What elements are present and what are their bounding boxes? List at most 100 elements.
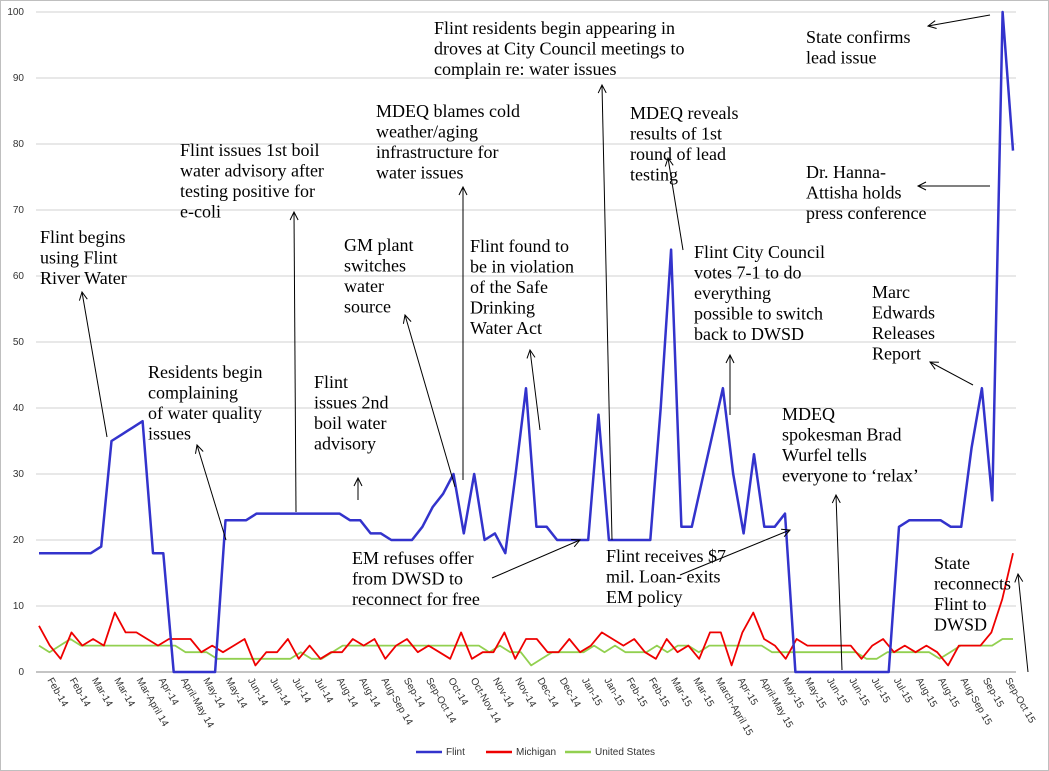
x-tick-label: Aug-15 [913, 676, 939, 710]
annotation-arrow [835, 494, 843, 671]
annotation-line: mil. Loan- exits [606, 567, 720, 587]
annotation-boil1: Flint issues 1st boil water advisory afte… [180, 140, 324, 222]
annotation-line: infrastructure for [376, 142, 498, 162]
series-line-michigan [38, 552, 1014, 667]
annotation-line: of the Safe [470, 277, 548, 297]
series-line-flint [39, 10, 1015, 674]
annotation-line: Report [872, 344, 921, 364]
annotation-line: spokesman Brad [782, 425, 901, 445]
x-tick-label: Aug-14 [356, 676, 382, 710]
arrow-head [725, 353, 735, 364]
annotation-line: results of 1st [630, 124, 722, 144]
annotation-flint-begins: Flint begins using Flint River Water [40, 227, 127, 288]
annotation-line: Flint City Council [694, 242, 825, 262]
annotation-arrow [601, 84, 613, 541]
annotation-line: reconnects [934, 574, 1011, 594]
annotation-line: State confirms [806, 27, 910, 47]
annotation-line: press conference [806, 203, 926, 223]
annotation-line: complain re: water issues [434, 59, 616, 79]
annotation-line: complaining [148, 383, 238, 403]
x-tick-label: Nov-14 [512, 676, 538, 710]
annotation-hanna: Dr. Hanna-Attisha holds press conference [806, 162, 926, 223]
arrow-head [916, 181, 927, 191]
annotation-line: water issues [376, 163, 463, 183]
annotation-line: MDEQ reveals [630, 103, 738, 123]
annotation-line: e-coli [180, 202, 221, 222]
annotation-line: Residents begin [148, 362, 263, 382]
annotation-line: River Water [40, 268, 127, 288]
annotation-line: issues [148, 424, 191, 444]
annotation-line: be in violation [470, 257, 574, 277]
annotation-line: source [344, 297, 391, 317]
annotation-line: MDEQ [782, 404, 835, 424]
arrow-head [831, 493, 841, 504]
annotation-line: everything [694, 283, 771, 303]
annotation-em-refuses: EM refuses offer from DWSD to reconnect fo… [352, 548, 480, 609]
annotation-line: using Flint [40, 248, 118, 268]
x-tick-label: Dec-14 [557, 676, 583, 710]
arrow-head [526, 348, 536, 359]
annotation-line: reconnect for free [352, 589, 480, 609]
arrow-head [195, 443, 204, 454]
arrow-head [781, 528, 792, 538]
annotation-line: issues 2nd [314, 393, 389, 413]
annotation-line: advisory [314, 434, 376, 454]
annotation-line: Flint found to [470, 236, 569, 256]
annotation-line: GM plant [344, 235, 414, 255]
annotation-line: Flint residents begin appearing in [434, 18, 675, 38]
arrow-head [289, 210, 299, 221]
annotation-line: round of lead [630, 144, 726, 164]
x-tick-label: Jun-14 [267, 676, 292, 708]
arrow-head [458, 185, 468, 196]
annotation-arrows [78, 14, 1029, 673]
x-tick-label: Mar-15 [668, 676, 694, 709]
annotation-state-confirms: State confirms lead issue [806, 27, 910, 68]
y-tick-label: 30 [13, 469, 25, 480]
x-tick-label: Feb-14 [67, 676, 93, 709]
annotation-line: DWSD [934, 615, 987, 635]
annotation-gm: GM plant switches water source [344, 235, 414, 317]
x-tick-label: Feb-15 [646, 676, 672, 709]
annotation-arrow [667, 157, 684, 251]
annotation-line: Flint receives $7 [606, 546, 726, 566]
annotation-line: water [344, 276, 384, 296]
x-tick-label: Jul-15 [891, 676, 914, 705]
arrow-head [929, 361, 939, 370]
x-tick-label: Aug-14 [334, 676, 360, 710]
annotation-arrow [404, 314, 456, 488]
arrow-head [353, 476, 363, 487]
x-tick-label: Mar-14 [89, 676, 115, 709]
y-tick-label: 60 [13, 271, 25, 282]
annotation-edwards: Marc Edwards Releases Report [872, 282, 935, 364]
arrow-head [78, 290, 88, 301]
arrow-head [571, 539, 582, 548]
annotation-line: EM policy [606, 587, 683, 607]
y-tick-label: 50 [13, 337, 25, 348]
annotation-line: of water quality [148, 403, 262, 423]
legend-label: Michigan [516, 747, 556, 758]
annotation-line: EM refuses offer [352, 548, 474, 568]
annotation-line: back to DWSD [694, 324, 804, 344]
annotation-violation: Flint found to be in violation of the Safe… [470, 236, 574, 338]
annotation-arrow [81, 291, 108, 438]
annotation-council: Flint City Council votes 7-1 to do everyth… [694, 242, 825, 344]
x-tick-label: Feb-14 [45, 676, 71, 709]
annotation-arrow [491, 539, 581, 579]
x-tick-label: Feb-15 [624, 676, 650, 709]
annotation-line: Flint begins [40, 227, 126, 247]
series-lines [38, 10, 1015, 674]
y-axis-ticks: 0 10 20 30 40 50 60 70 80 90 100 [7, 7, 24, 678]
annotation-line: Water Act [470, 318, 542, 338]
annotation-arrow [929, 361, 974, 386]
annotation-line: votes 7-1 to do [694, 263, 802, 283]
x-tick-label: Mar-14 [111, 676, 137, 709]
annotation-loan: Flint receives $7 mil. Loan- exits EM poli… [606, 546, 726, 607]
annotation-droves: Flint residents begin appearing in droves… [434, 18, 684, 79]
annotation-line: Releases [872, 323, 935, 343]
annotation-line: Flint issues 1st boil [180, 140, 320, 160]
x-tick-label: Sep-Oct 15 [1002, 676, 1037, 726]
y-tick-label: 40 [13, 403, 25, 414]
annotation-arrow [293, 211, 297, 513]
